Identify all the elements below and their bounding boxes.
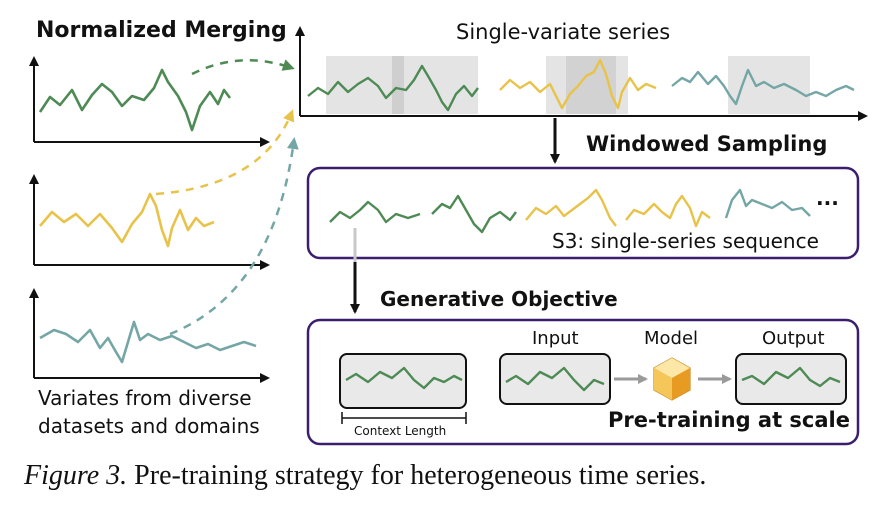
figure-caption-text: Pre-training strategy for heterogeneous …	[127, 460, 707, 491]
variates-label-line1: Variates from diverse	[38, 386, 252, 410]
context-window-box	[339, 353, 467, 409]
cube-icon	[653, 357, 691, 401]
figure-label: Figure 3.	[24, 460, 128, 491]
merged-teal-segment	[671, 68, 855, 106]
window-1b	[392, 56, 478, 114]
s3-green-segment-1	[329, 200, 421, 224]
output-series	[741, 366, 841, 388]
teal-series-line	[39, 320, 257, 364]
yellow-series-line	[39, 192, 215, 248]
s3-ellipsis: ...	[816, 186, 839, 210]
single-variate-title: Single-variate series	[456, 20, 671, 44]
s3-green-segment-2	[431, 194, 517, 234]
left-chart-yellow	[29, 174, 270, 270]
merge-arrow-green	[191, 59, 295, 76]
merge-arrow-teal	[169, 137, 299, 336]
output-box	[735, 353, 847, 405]
s3-label: S3: single-series sequence	[552, 229, 819, 253]
s3-box	[306, 166, 860, 260]
merged-green-segment	[307, 64, 479, 112]
model-label: Model	[644, 328, 699, 349]
left-chart-green	[29, 56, 270, 147]
context-window-series	[345, 366, 463, 390]
context-length-bracket	[341, 412, 467, 424]
green-series-line	[38, 68, 232, 132]
pretraining-at-scale-label: Pre-training at scale	[608, 408, 850, 432]
s3-segments	[329, 188, 811, 234]
generative-objective-label: Generative Objective	[380, 287, 618, 311]
output-label: Output	[762, 328, 825, 349]
input-box	[499, 353, 611, 405]
merged-yellow-segment	[499, 58, 657, 110]
s3-teal-segment	[724, 188, 811, 219]
left-chart-teal	[29, 288, 270, 383]
input-label: Input	[532, 328, 579, 349]
window-overlap-1	[392, 56, 404, 114]
single-variate-chart	[295, 26, 868, 121]
windowed-sampling-label: Windowed Sampling	[586, 132, 828, 156]
window-overlap-2	[566, 56, 616, 114]
context-length-label: Context Length	[354, 424, 447, 438]
s3-yellow-segment-1	[525, 188, 617, 227]
variates-label-line2: datasets and domains	[38, 414, 260, 438]
s3-yellow-segment-2	[625, 194, 711, 228]
input-series	[505, 366, 605, 392]
merge-arrow-yellow	[155, 109, 295, 196]
normalized-merging-title: Normalized Merging	[36, 18, 287, 43]
figure-caption: Figure 3. Pre-training strategy for hete…	[24, 460, 706, 492]
window-1a	[326, 56, 404, 114]
